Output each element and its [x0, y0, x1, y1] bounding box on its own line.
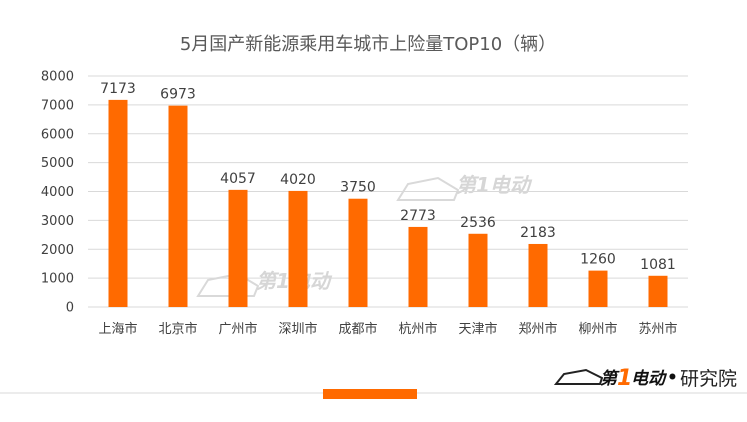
logo-dot: • — [667, 368, 678, 388]
watermark-center: 第1电动 — [396, 173, 533, 201]
logo-car-icon — [553, 368, 604, 385]
data-label: 4020 — [280, 172, 316, 188]
y-tick-label: 1000 — [41, 272, 74, 287]
x-tick-label: 苏州市 — [638, 321, 677, 337]
logo-one: 1 — [617, 366, 632, 391]
watermark-car-icon — [196, 272, 260, 297]
data-label: 6973 — [160, 87, 196, 103]
watermark-car-icon — [396, 176, 460, 201]
y-tick-label: 2000 — [41, 243, 74, 258]
data-label: 1081 — [640, 257, 676, 273]
x-tick-label: 北京市 — [158, 321, 197, 337]
y-tick-label: 8000 — [41, 70, 74, 85]
gridlines — [88, 75, 688, 308]
x-tick-label: 柳州市 — [578, 321, 617, 337]
data-label: 1260 — [580, 252, 616, 268]
x-axis: 上海市 北京市 广州市 深圳市 成都市 杭州市 天津市 郑州市 柳州市 苏州市 — [98, 321, 677, 337]
bar — [408, 226, 428, 307]
watermark-lower: 第1电动 — [196, 269, 333, 297]
footer-accent-bar — [323, 389, 417, 399]
bar — [528, 243, 548, 307]
data-label: 4057 — [220, 171, 256, 187]
x-tick-label: 上海市 — [98, 321, 137, 337]
data-label: 2773 — [400, 208, 436, 224]
x-tick-label: 深圳市 — [278, 321, 317, 337]
chart-title: 5月国产新能源乘用车城市上险量TOP10（辆） — [180, 34, 556, 55]
bar — [168, 105, 188, 307]
data-label: 3750 — [340, 180, 376, 196]
bar — [228, 189, 248, 307]
bar — [348, 198, 368, 307]
y-axis: 0 1000 2000 3000 4000 5000 6000 7000 8000 — [41, 70, 74, 316]
x-tick-label: 广州市 — [218, 321, 257, 337]
x-tick-label: 天津市 — [458, 321, 497, 337]
x-tick-label: 郑州市 — [518, 321, 557, 337]
data-label: 7173 — [100, 81, 136, 97]
bar — [108, 99, 128, 307]
logo-prefix: 第 — [600, 369, 620, 389]
data-labels: 7173 6973 4057 4020 3750 2773 2536 2183 1260 1081 — [100, 81, 676, 273]
x-tick-label: 杭州市 — [398, 321, 437, 337]
data-label: 2183 — [520, 225, 556, 241]
y-tick-label: 7000 — [41, 98, 74, 113]
bars — [108, 99, 668, 307]
watermark-text: 第1电动 — [456, 173, 533, 197]
bar — [588, 270, 608, 307]
bar — [468, 233, 488, 307]
logo-suffix: 电动 — [631, 369, 668, 389]
y-tick-label: 6000 — [41, 127, 74, 142]
data-label: 2536 — [460, 215, 496, 231]
brand-logo: 第 1 电动 • 研究院 — [553, 366, 737, 391]
y-tick-label: 5000 — [41, 156, 74, 171]
x-tick-label: 成都市 — [338, 321, 377, 337]
bar — [648, 275, 668, 307]
y-tick-label: 0 — [66, 301, 74, 316]
bar — [288, 190, 308, 307]
y-tick-label: 3000 — [41, 214, 74, 229]
y-tick-label: 4000 — [41, 185, 74, 200]
logo-sub: 研究院 — [680, 368, 737, 390]
